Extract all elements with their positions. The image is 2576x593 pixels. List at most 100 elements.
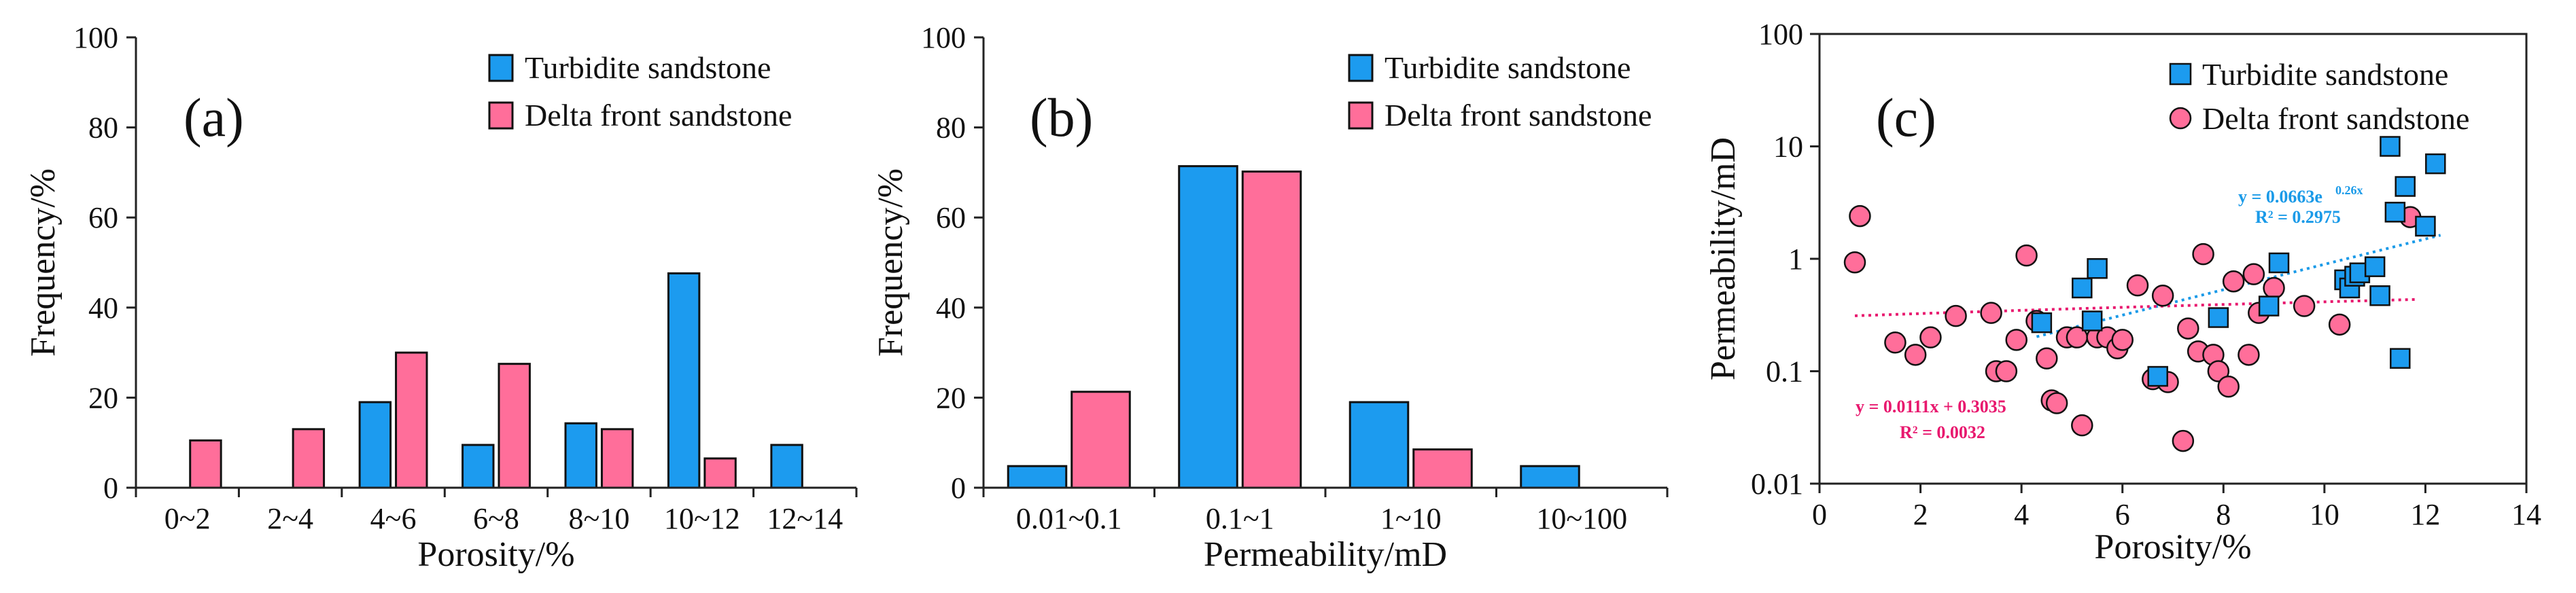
panel-a-bar-delta [395, 351, 428, 489]
panel-c-x-tick-label: 0 [1812, 498, 1827, 531]
panel-c-trendline-turbidite [2036, 234, 2441, 338]
panel-c-point-delta [2126, 274, 2149, 297]
panel-a-bar-delta [498, 363, 531, 489]
panel-c-point-delta [2036, 347, 2058, 370]
panel-b-y-tick-label: 0 [951, 471, 966, 505]
panel-c-point-delta [2071, 414, 2093, 437]
panel-c-trendline-delta [1854, 298, 2416, 317]
panel-a-bar-delta [292, 428, 326, 489]
panel-c-point-delta [2238, 344, 2260, 366]
panel-b-x-axis-title: Permeability/mD [1204, 535, 1447, 574]
panel-b-y-axis-title: Frequency/% [871, 168, 910, 357]
panel-a-y-axis-title: Frequency/% [24, 168, 63, 357]
panel-c-point-delta [1904, 344, 1927, 366]
panel-c-x-tick-label: 4 [2014, 498, 2029, 531]
panel-c-point-delta [2177, 317, 2199, 340]
panel-a-bar-delta [703, 457, 737, 489]
panel-c-point-delta [2005, 329, 2027, 351]
panel-c-legend-label: Turbidite sandstone [2202, 57, 2448, 92]
panel-c-point-delta [2192, 242, 2214, 266]
panel-a-category-label: 12~14 [767, 502, 843, 535]
panel-c-equation-turbidite: y = 0.0663e [2238, 187, 2322, 206]
panel-c-legend-swatch-turbidite [2169, 62, 2192, 86]
panel-c-y-tick-label: 0.01 [1751, 467, 1803, 501]
panel-c-point-delta [2172, 429, 2195, 452]
panel-c-label: (c) [1876, 88, 1936, 148]
panel-a-bar-turbidite [358, 401, 392, 489]
panel-c-x-tick-label: 8 [2216, 498, 2231, 531]
panel-c-x-tick-label: 10 [2310, 498, 2339, 531]
panel-b-category-label: 0.1~1 [1206, 502, 1274, 535]
panel-a-bar-delta [600, 428, 634, 489]
panel-a-category-label: 2~4 [267, 502, 313, 535]
panel-c-equation-turbidite-exponent: 0.26x [2335, 183, 2363, 197]
panel-b-bar-turbidite [1348, 401, 1410, 489]
panel-a-legend-label: Turbidite sandstone [525, 50, 771, 85]
panel-c-point-turbidite [2380, 136, 2401, 157]
panel-c-point-turbidite [2395, 176, 2416, 197]
panel-c-r2-turbidite: R² = 0.2975 [2255, 207, 2341, 227]
panel-b-legend-swatch [1348, 101, 1374, 130]
panel-a-y-tick-label: 20 [88, 381, 118, 414]
panel-a-y-tick-label: 100 [73, 21, 118, 54]
panel-a-bar-turbidite [667, 272, 701, 489]
panel-c-point-delta [2207, 360, 2230, 382]
panel-c-point-delta [2111, 329, 2134, 351]
panel-a-y-tick-label: 0 [103, 471, 118, 505]
panel-c-legend-label: Delta front sandstone [2202, 101, 2469, 136]
panel-c-x-tick-label: 14 [2511, 498, 2541, 531]
panel-c-point-turbidite [2364, 256, 2386, 277]
panel-c-point-delta [1995, 360, 2018, 382]
panel-b-y-tick-label: 60 [936, 201, 966, 234]
panel-a-y-tick-label: 80 [88, 111, 118, 145]
panel-a-bar-turbidite [462, 444, 495, 489]
panel-c-point-delta [2151, 285, 2174, 307]
panel-c-point-turbidite [2087, 258, 2108, 279]
panel-c-point-turbidite [2390, 348, 2411, 369]
panel-b-y-tick-label: 100 [921, 21, 966, 54]
panel-b-bar-turbidite [1520, 465, 1580, 489]
panel-c-point-delta [2263, 276, 2285, 300]
panel-c-point-delta [2328, 313, 2351, 336]
panel-c-point-delta [2015, 244, 2038, 267]
panel-b-legend-label: Turbidite sandstone [1385, 50, 1631, 85]
panel-c-point-delta [2222, 270, 2245, 293]
panel-b-y-tick-label: 20 [936, 381, 966, 414]
panel-c-x-tick-label: 2 [1913, 498, 1928, 531]
panel-c-point-turbidite [2031, 312, 2053, 334]
panel-c-y-tick-label: 1 [1788, 242, 1803, 276]
panel-b-bar-turbidite [1007, 465, 1068, 489]
panel-a-legend-swatch [488, 101, 514, 130]
panel-c-legend-swatch-delta [2169, 107, 2192, 130]
panel-b-y-tick-label: 80 [936, 111, 966, 145]
panel-c-point-delta [2217, 375, 2240, 398]
panel-c-point-delta [1980, 302, 2002, 324]
panel-c-point-delta [1849, 204, 1871, 228]
panel-a-category-label: 0~2 [164, 502, 211, 535]
panel-c-r2-delta: R² = 0.0032 [1900, 423, 1985, 442]
panel-c-y-tick-label: 0.1 [1766, 355, 1803, 389]
panel-b-legend-swatch [1348, 54, 1374, 82]
panel-c-point-delta [2045, 392, 2068, 414]
panel-b-legend-label: Delta front sandstone [1385, 98, 1652, 132]
panel-c-equation-delta: y = 0.0111x + 0.3035 [1856, 397, 2006, 416]
panel-b-bar-turbidite [1178, 165, 1238, 489]
panel-a-y-tick-label: 40 [88, 291, 118, 325]
panel-a-bar-turbidite [564, 422, 597, 489]
panel-c-point-turbidite [2425, 153, 2446, 175]
panel-a-label: (a) [184, 88, 244, 148]
panel-c-point-delta [1945, 304, 1967, 327]
panel-a-category-label: 10~12 [664, 502, 740, 535]
panel-b-label: (b) [1030, 88, 1093, 148]
panel-a-legend-label: Delta front sandstone [525, 98, 792, 132]
panel-a-category-label: 8~10 [569, 502, 630, 535]
panel-a-category-label: 4~6 [370, 502, 417, 535]
panel-c-x-tick-label: 6 [2115, 498, 2130, 531]
panel-a-y-tick-label: 60 [88, 201, 118, 234]
panel-a-bar-delta [189, 439, 222, 489]
panel-c-point-delta [1884, 331, 1907, 354]
panel-a-bar-turbidite [770, 444, 803, 489]
panel-c-y-tick-label: 10 [1773, 130, 1803, 164]
panel-c-point-turbidite [2258, 295, 2280, 317]
